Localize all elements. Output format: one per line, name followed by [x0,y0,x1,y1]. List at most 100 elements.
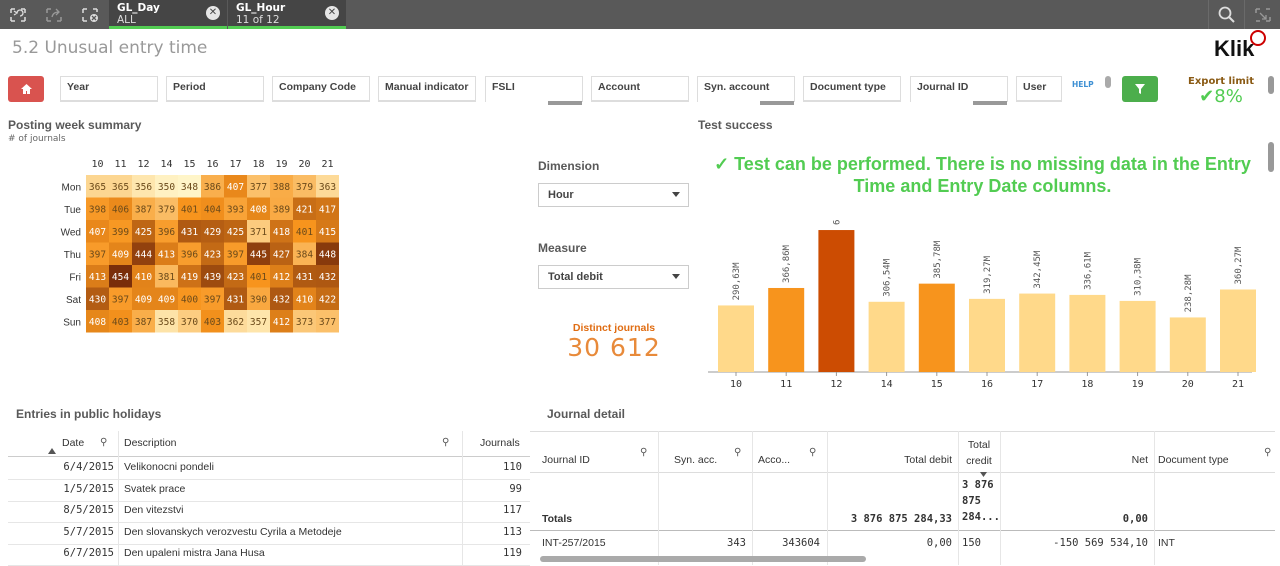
bar[interactable] [1119,300,1156,372]
search-icon[interactable]: ⚲ [640,447,648,458]
heatmap-cell[interactable] [178,220,201,243]
table-row[interactable]: 1/5/2015 Svatek prace 99 [8,480,530,502]
filter-document-type[interactable]: Document type [803,76,901,102]
heatmap-cell[interactable] [270,220,293,243]
heatmap-cell[interactable] [178,242,201,266]
dimension-dropdown[interactable]: Hour [538,183,689,207]
heatmap-cell[interactable] [201,287,224,311]
filter-period[interactable]: Period [166,76,264,102]
table-row[interactable]: 5/7/2015 Den slovanskych verozvestu Cyril… [8,523,530,545]
heatmap-cell[interactable] [86,220,109,243]
heatmap-cell[interactable] [132,220,155,243]
heatmap-cell[interactable] [155,220,178,243]
heatmap-cell[interactable] [132,175,155,198]
heatmap-cell[interactable] [247,310,270,333]
clear-selections-icon[interactable] [72,0,108,29]
filter-account[interactable]: Account [591,76,689,102]
search-icon[interactable]: ⚲ [734,447,742,458]
heatmap-cell[interactable] [109,197,132,221]
filter-year[interactable]: Year [60,76,158,102]
heatmap-cell[interactable] [109,175,132,198]
column-header-journal-id[interactable]: Journal ID [542,454,590,466]
heatmap-cell[interactable] [224,310,247,333]
heatmap-cell[interactable] [178,265,201,288]
table-row[interactable]: 8/5/2015 Den vitezstvi 117 [8,501,530,523]
filter-journal-id[interactable]: Journal ID [910,76,1008,105]
column-header-date[interactable]: Date [62,437,85,449]
heatmap-cell[interactable] [201,220,224,243]
bar[interactable] [1069,294,1106,372]
heatmap-cell[interactable] [270,242,293,266]
heatmap-cell[interactable] [293,242,316,266]
close-icon[interactable]: ✕ [206,6,220,20]
heatmap-cell[interactable] [109,310,132,333]
heatmap-cell[interactable] [201,242,224,266]
heatmap-cell[interactable] [316,310,339,333]
bar[interactable] [1220,289,1256,372]
heatmap-cell[interactable] [224,287,247,311]
home-button[interactable] [8,76,44,102]
heatmap-cell[interactable] [224,197,247,221]
search-icon[interactable]: ⚲ [442,437,450,448]
heatmap-cell[interactable] [155,197,178,221]
heatmap-cell[interactable] [86,175,109,198]
heatmap-cell[interactable] [132,242,155,266]
bar[interactable] [918,283,955,372]
heatmap-cell[interactable] [132,310,155,333]
heatmap-cell[interactable] [178,287,201,311]
heatmap-cell[interactable] [247,242,270,266]
heatmap-cell[interactable] [247,197,270,221]
heatmap-cell[interactable] [316,197,339,221]
bar[interactable] [768,287,805,372]
column-header-total-debit[interactable]: Total debit [904,454,952,466]
heatmap-cell[interactable] [270,197,293,221]
heatmap-cell[interactable] [178,197,201,221]
heatmap-cell[interactable] [155,265,178,288]
search-icon[interactable]: ⚲ [809,447,817,458]
bar[interactable] [868,301,905,372]
heatmap-cell[interactable] [178,310,201,333]
column-header-account[interactable]: Acco... [758,454,791,466]
heatmap-cell[interactable] [224,242,247,266]
heatmap-cell[interactable] [247,287,270,311]
table-row[interactable]: INT-257/2015 343 343604 0,00 150 -150 569 534… [530,534,1275,555]
filter-manual-indicator[interactable]: Manual indicator [378,76,476,102]
heatmap-cell[interactable] [132,287,155,311]
heatmap-cell[interactable] [293,197,316,221]
fullscreen-exit-icon[interactable] [1244,0,1280,29]
search-icon[interactable] [1208,0,1244,29]
filter-company-code[interactable]: Company Code [272,76,370,102]
heatmap-cell[interactable] [178,175,201,198]
toggle-handle[interactable] [1105,76,1111,88]
selection-chip-gl-day[interactable]: GL_Day ALL ✕ [109,0,227,29]
table-row[interactable]: 6/4/2015 Velikonocni pondeli 110 [8,458,530,480]
heatmap-cell[interactable] [316,265,339,288]
filter-syn-account[interactable]: Syn. account [697,76,795,105]
help-link[interactable]: HELP [1072,80,1094,89]
bar[interactable] [1169,317,1206,372]
measure-dropdown[interactable]: Total debit [538,265,689,289]
heatmap-cell[interactable] [201,310,224,333]
table-row[interactable]: 6/7/2015 Den upaleni mistra Jana Husa 119 [8,544,530,566]
heatmap-cell[interactable] [155,175,178,198]
heatmap-cell[interactable] [86,242,109,266]
heatmap-cell[interactable] [86,310,109,333]
heatmap-cell[interactable] [155,310,178,333]
heatmap-cell[interactable] [293,287,316,311]
heatmap-cell[interactable] [316,287,339,311]
heatmap-cell[interactable] [293,310,316,333]
heatmap-cell[interactable] [201,265,224,288]
heatmap-cell[interactable] [316,242,339,266]
scrollbar[interactable] [1268,76,1274,94]
heatmap-cell[interactable] [270,287,293,311]
heatmap-cell[interactable] [247,175,270,198]
heatmap-cell[interactable] [109,287,132,311]
heatmap-cell[interactable] [132,265,155,288]
heatmap-cell[interactable] [132,197,155,221]
horizontal-scrollbar[interactable] [540,556,866,562]
bar[interactable] [718,305,754,372]
heatmap-cell[interactable] [109,242,132,266]
heatmap-cell[interactable] [109,220,132,243]
column-header-net[interactable]: Net [1131,454,1148,466]
heatmap-cell[interactable] [270,175,293,198]
